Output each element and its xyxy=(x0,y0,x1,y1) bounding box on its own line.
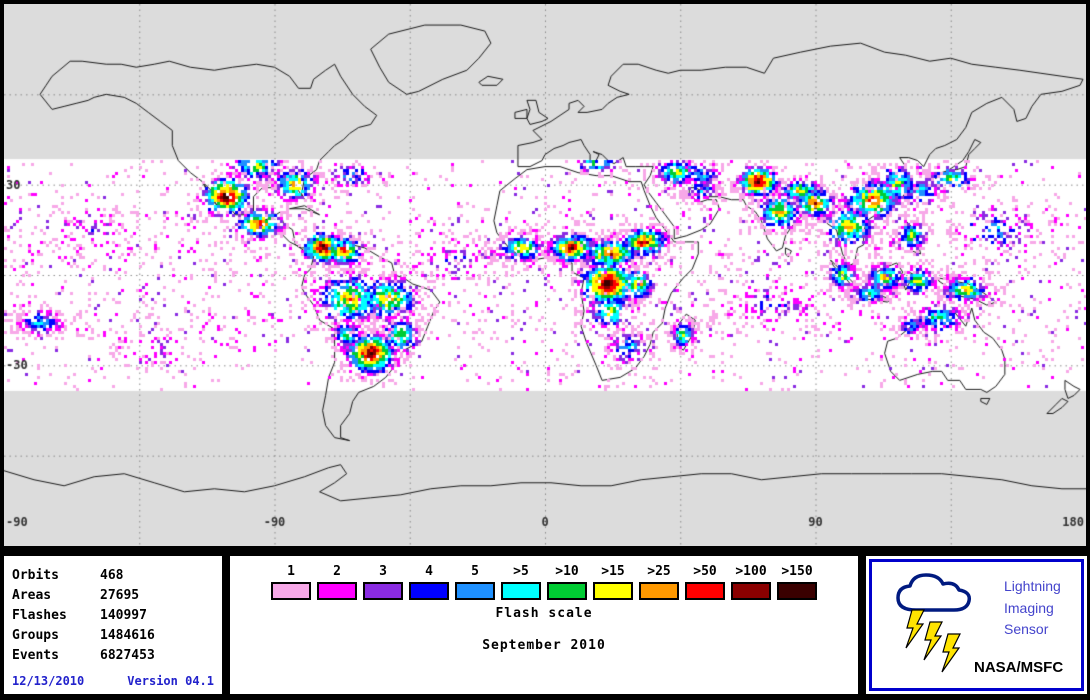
legend-swatch xyxy=(777,582,817,600)
flash-scale-items: 1 2 3 4 5 >5 >10 >15 >25 >50 >100 >150 xyxy=(230,556,858,600)
legend-swatch xyxy=(547,582,587,600)
legend-swatch xyxy=(363,582,403,600)
legend-item: >50 xyxy=(685,564,725,600)
lightning-cloud-icon xyxy=(896,573,972,673)
stat-label: Orbits xyxy=(12,568,59,583)
stat-row: Groups 1484616 xyxy=(12,626,214,646)
stat-label: Groups xyxy=(12,628,59,643)
legend-swatch xyxy=(593,582,633,600)
legend-label: >10 xyxy=(555,564,579,579)
legend-label: 1 xyxy=(287,564,295,579)
legend-swatch xyxy=(639,582,679,600)
sensor-name-line: Lightning xyxy=(1004,578,1061,594)
legend-item: 2 xyxy=(317,564,357,600)
stat-value: 6827453 xyxy=(100,648,155,663)
stat-row: Flashes 140997 xyxy=(12,606,214,626)
lightning-bolt-icon xyxy=(941,633,961,673)
flash-scale-panel: 1 2 3 4 5 >5 >10 >15 >25 >50 >100 >150 Flash scale … xyxy=(230,556,858,694)
legend-label: >25 xyxy=(647,564,671,579)
stats-panel: Orbits 468 Areas 27695 Flashes 140997 Groups 14… xyxy=(4,556,222,694)
legend-item: >10 xyxy=(547,564,587,600)
legend-item: 3 xyxy=(363,564,403,600)
generation-date: 12/13/2010 xyxy=(12,674,85,688)
legend-item: >150 xyxy=(777,564,817,600)
stat-label: Flashes xyxy=(12,608,67,623)
stat-value: 27695 xyxy=(100,588,140,603)
legend-item: >25 xyxy=(639,564,679,600)
legend-label: >5 xyxy=(513,564,529,579)
legend-swatch xyxy=(501,582,541,600)
stat-value: 468 xyxy=(100,568,124,583)
legend-label: >50 xyxy=(693,564,717,579)
stat-row: Areas 27695 xyxy=(12,586,214,606)
world-map-canvas xyxy=(4,4,1086,546)
flash-scale-title: Flash scale xyxy=(495,606,593,621)
legend-swatch xyxy=(271,582,311,600)
logo-panel: Lightning Imaging Sensor NASA/MSFC xyxy=(866,556,1087,694)
sensor-name: Lightning Imaging Sensor xyxy=(1004,576,1061,641)
sensor-name-line: Imaging xyxy=(1004,599,1054,616)
legend-swatch xyxy=(455,582,495,600)
lis-logo-box: Lightning Imaging Sensor NASA/MSFC xyxy=(869,559,1084,691)
legend-item: >5 xyxy=(501,564,541,600)
lightning-bolt-icon xyxy=(905,609,925,649)
legend-label: >100 xyxy=(735,564,767,579)
legend-swatch xyxy=(685,582,725,600)
legend-label: 5 xyxy=(471,564,479,579)
legend-label: >150 xyxy=(781,564,813,579)
month-label: September 2010 xyxy=(482,638,606,653)
legend-label: 2 xyxy=(333,564,341,579)
legend-label: >15 xyxy=(601,564,625,579)
legend-item: 4 xyxy=(409,564,449,600)
stat-value: 140997 xyxy=(100,608,147,623)
stat-value: 1484616 xyxy=(100,628,155,643)
legend-label: 3 xyxy=(379,564,387,579)
version-label: Version 04.1 xyxy=(127,674,214,688)
stat-row: Events 6827453 xyxy=(12,646,214,666)
lightning-bolt-icon xyxy=(923,621,943,661)
legend-label: 4 xyxy=(425,564,433,579)
stat-label: Events xyxy=(12,648,59,663)
stat-label: Areas xyxy=(12,588,52,603)
legend-swatch xyxy=(409,582,449,600)
stat-row: Orbits 468 xyxy=(12,566,214,586)
sensor-name-line: Sensor xyxy=(1004,621,1049,638)
legend-swatch xyxy=(317,582,357,600)
legend-item: >15 xyxy=(593,564,633,600)
org-label: NASA/MSFC xyxy=(974,659,1064,676)
legend-item: 5 xyxy=(455,564,495,600)
world-map xyxy=(4,4,1086,546)
legend-item: >100 xyxy=(731,564,771,600)
legend-item: 1 xyxy=(271,564,311,600)
footer-row: 12/13/2010 Version 04.1 xyxy=(12,674,214,688)
cloud-icon xyxy=(896,573,972,612)
stats-list: Orbits 468 Areas 27695 Flashes 140997 Groups 14… xyxy=(4,556,222,666)
legend-swatch xyxy=(731,582,771,600)
